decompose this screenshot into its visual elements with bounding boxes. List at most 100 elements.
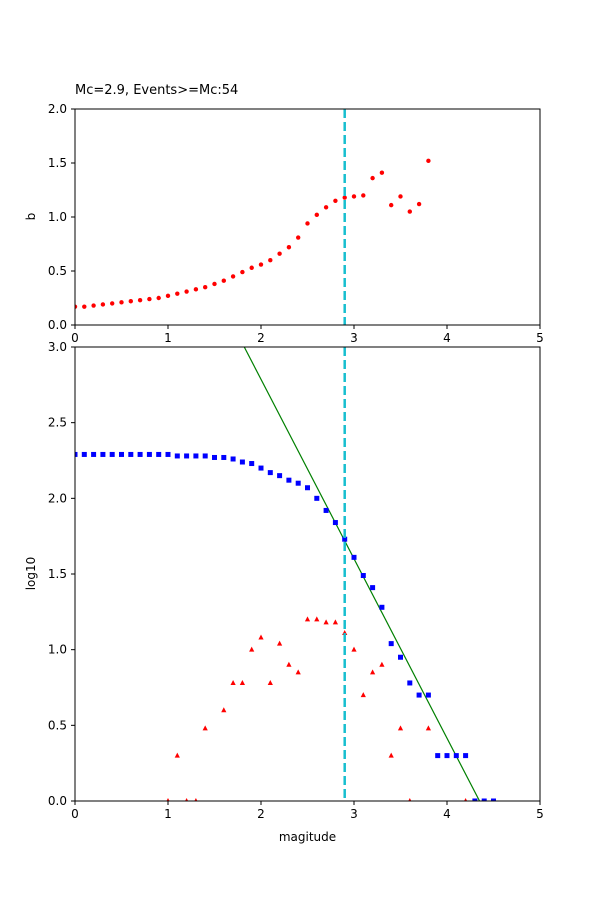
data-point bbox=[398, 194, 403, 199]
x-tick-label: 3 bbox=[350, 807, 358, 821]
data-point bbox=[175, 291, 180, 296]
incremental-point bbox=[397, 725, 404, 731]
incremental-point bbox=[379, 661, 385, 667]
cumulative-point bbox=[416, 692, 422, 698]
cumulative-point bbox=[398, 654, 403, 660]
cumulative-point bbox=[128, 451, 134, 457]
data-point bbox=[342, 195, 347, 200]
x-tick-label: 0 bbox=[71, 807, 79, 821]
cumulative-point bbox=[221, 454, 227, 460]
cumulative-point bbox=[435, 753, 441, 759]
incremental-point bbox=[351, 646, 357, 652]
cumulative-point bbox=[230, 456, 236, 462]
cumulative-point bbox=[323, 507, 329, 513]
frequency-magnitude-panel: 0 1 2 3 4 5 0.0 0.5 1.0 1.5 2.0 2.5 3.0 magitude log… bbox=[24, 340, 544, 844]
incremental-point bbox=[425, 725, 431, 731]
incremental-point bbox=[221, 707, 227, 713]
cumulative-point bbox=[295, 480, 301, 486]
cumulative-point bbox=[249, 461, 255, 467]
cumulative-point bbox=[109, 451, 115, 457]
axes-frame bbox=[74, 346, 541, 802]
plot-content bbox=[75, 347, 496, 801]
axes-frame bbox=[74, 108, 541, 326]
cumulative-point bbox=[174, 453, 180, 459]
y-tick-label: 1.5 bbox=[48, 156, 67, 170]
data-point bbox=[110, 301, 115, 306]
cumulative-point bbox=[425, 692, 431, 698]
data-point bbox=[277, 251, 282, 256]
cumulative-point bbox=[481, 798, 487, 801]
y-tick-label: 0.5 bbox=[48, 264, 67, 278]
y-tick-label: 1.0 bbox=[48, 643, 67, 657]
x-tick-label: 4 bbox=[443, 807, 451, 821]
data-point bbox=[240, 269, 245, 275]
data-point bbox=[379, 170, 385, 175]
y-axis-label: log10 bbox=[24, 557, 38, 591]
data-point bbox=[389, 202, 394, 208]
data-point bbox=[314, 212, 319, 218]
incremental-point bbox=[286, 661, 292, 667]
data-point bbox=[258, 262, 264, 267]
x-tick-label: 3 bbox=[350, 331, 358, 345]
plot-content bbox=[75, 109, 431, 325]
cumulative-point bbox=[156, 451, 162, 457]
x-tick-label: 2 bbox=[257, 331, 265, 345]
y-tick-label: 1.5 bbox=[48, 567, 67, 581]
data-point bbox=[286, 245, 292, 250]
cumulative-point bbox=[146, 451, 152, 457]
cumulative-point bbox=[444, 753, 450, 759]
data-point bbox=[221, 278, 226, 283]
data-point bbox=[75, 304, 78, 309]
x-tick-label: 2 bbox=[257, 807, 265, 821]
incremental-point bbox=[304, 616, 311, 622]
y-tick-label: 2.0 bbox=[48, 102, 67, 116]
cumulative-point bbox=[119, 451, 124, 457]
data-point bbox=[82, 304, 87, 309]
cumulative-point bbox=[165, 451, 171, 457]
incremental-point bbox=[464, 798, 468, 801]
incremental-point bbox=[295, 669, 301, 675]
incremental-point bbox=[370, 669, 376, 675]
cumulative-point bbox=[351, 554, 357, 560]
incremental-point bbox=[323, 619, 329, 625]
cumulative-point bbox=[472, 798, 478, 801]
y-tick-label: 3.0 bbox=[48, 340, 67, 354]
data-point bbox=[184, 289, 189, 294]
data-point bbox=[416, 201, 422, 207]
incremental-point bbox=[314, 616, 320, 622]
data-point bbox=[268, 258, 273, 263]
x-tick-label: 4 bbox=[443, 331, 451, 345]
data-point bbox=[230, 274, 236, 279]
cumulative-point bbox=[81, 451, 87, 457]
incremental-point bbox=[342, 630, 348, 636]
cumulative-point bbox=[305, 485, 310, 491]
data-point bbox=[426, 158, 431, 164]
data-point bbox=[361, 193, 366, 198]
x-axis-label: magitude bbox=[279, 830, 336, 844]
incremental-point bbox=[277, 640, 283, 646]
data-point bbox=[128, 299, 133, 304]
data-point bbox=[156, 295, 161, 301]
data-point bbox=[333, 198, 338, 203]
data-point bbox=[212, 281, 217, 287]
cumulative-point bbox=[239, 459, 245, 465]
incremental-point bbox=[408, 798, 412, 801]
data-point bbox=[119, 300, 124, 305]
cumulative-point bbox=[407, 680, 413, 686]
y-tick-label: 0.5 bbox=[48, 718, 67, 732]
incremental-point bbox=[194, 798, 198, 801]
cumulative-point bbox=[91, 451, 97, 457]
cumulative-point bbox=[202, 453, 208, 459]
cumulative-point bbox=[258, 465, 264, 471]
x-tick-label: 5 bbox=[536, 807, 544, 821]
cumulative-point bbox=[370, 585, 376, 591]
data-point bbox=[296, 235, 301, 240]
chart-title: Mc=2.9, Events>=Mc:54 bbox=[75, 83, 238, 98]
cumulative-point bbox=[332, 520, 338, 526]
incremental-point bbox=[258, 634, 264, 640]
data-point bbox=[91, 303, 96, 308]
cumulative-point bbox=[267, 470, 273, 476]
incremental-point bbox=[249, 646, 255, 652]
cumulative-point bbox=[463, 753, 469, 759]
